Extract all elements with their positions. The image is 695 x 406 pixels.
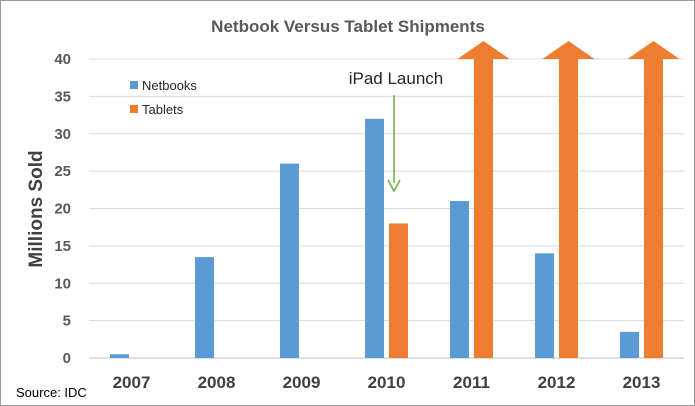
source-label: Source: IDC	[16, 385, 87, 400]
annotation-label: iPad Launch	[349, 69, 444, 88]
y-tick-label: 10	[54, 275, 71, 292]
x-tick-label: 2009	[283, 373, 321, 392]
x-tick-label: 2012	[538, 373, 576, 392]
bar-tablets-2011-arrow	[457, 41, 510, 358]
bar-netbooks-2008	[195, 257, 214, 358]
grid-lines	[89, 58, 684, 359]
x-axis-ticks: 2007 2008 2009 2010 2011 2012 2013	[113, 373, 661, 392]
y-tick-label: 30	[54, 126, 71, 143]
y-tick-label: 20	[54, 201, 71, 218]
annotation: iPad Launch	[349, 69, 444, 193]
y-tick-label: 15	[54, 238, 71, 255]
y-tick-label: 0	[63, 350, 71, 367]
x-tick-label: 2011	[453, 373, 490, 392]
y-tick-label: 5	[63, 313, 71, 330]
bar-netbooks-2007	[110, 354, 129, 358]
x-tick-label: 2007	[113, 373, 151, 392]
bar-netbooks-2013	[620, 331, 639, 358]
y-tick-label: 35	[54, 88, 71, 105]
bar-tablets-2013-arrow	[627, 41, 680, 358]
y-axis-ticks: 0 5 10 15 20 25 30 35 40	[54, 51, 71, 367]
bar-tablets-2010	[389, 223, 408, 358]
bar-netbooks-2009	[280, 163, 299, 358]
y-tick-label: 40	[54, 51, 71, 68]
x-tick-label: 2013	[623, 373, 661, 392]
chart-title: Netbook Versus Tablet Shipments	[211, 17, 485, 36]
bars	[110, 41, 680, 358]
bar-tablets-2012-arrow	[542, 41, 595, 358]
bar-netbooks-2010	[365, 118, 384, 358]
bar-netbooks-2012	[535, 253, 554, 358]
legend-label-tablets: Tablets	[142, 102, 184, 117]
x-tick-label: 2008	[198, 373, 236, 392]
annotation-arrow-head	[387, 179, 401, 193]
y-axis-label: Millions Sold	[26, 150, 47, 267]
x-tick-label: 2010	[368, 373, 406, 392]
legend-swatch-netbooks	[130, 81, 138, 89]
legend-swatch-tablets	[130, 105, 138, 113]
y-tick-label: 25	[54, 163, 71, 180]
legend-label-netbooks: Netbooks	[142, 78, 197, 93]
annotation-arrow	[387, 95, 401, 193]
legend: Netbooks Tablets	[130, 78, 197, 117]
bar-netbooks-2011	[450, 201, 469, 358]
